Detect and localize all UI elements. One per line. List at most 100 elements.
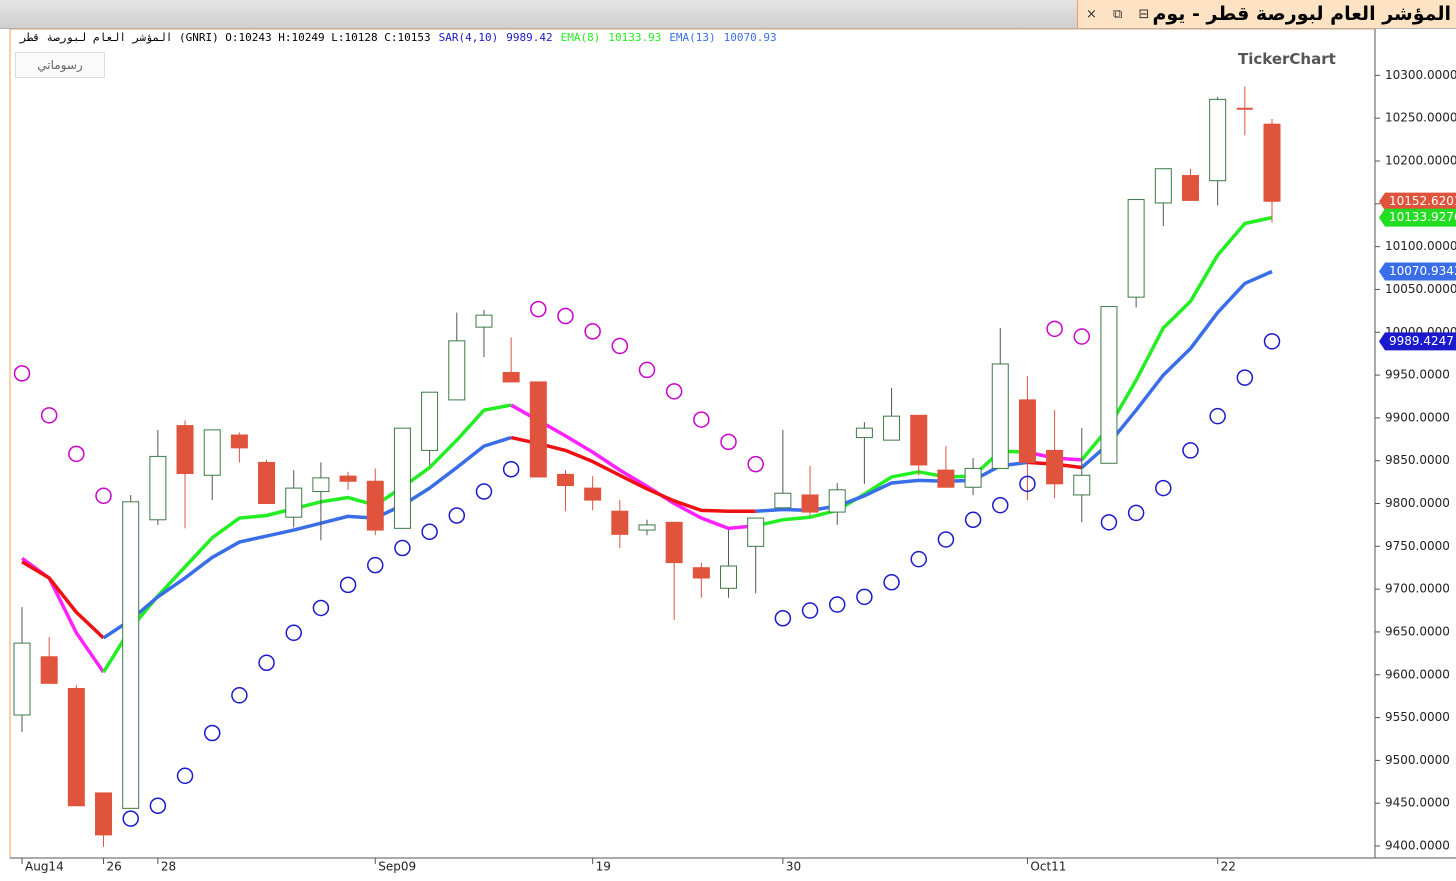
indicator-line	[755, 449, 1028, 528]
candle-body	[95, 792, 113, 836]
candle-body	[1127, 199, 1145, 298]
candle-body	[176, 425, 194, 475]
sar-dot	[937, 531, 955, 548]
indicator-line	[755, 460, 1028, 513]
candle-body	[448, 340, 466, 401]
sar-dot	[176, 767, 194, 785]
candle-body	[149, 455, 167, 521]
last-value-label: 10133.9276	[1389, 210, 1456, 224]
x-tick-label: 22	[1221, 860, 1236, 874]
sar-dot	[964, 511, 982, 529]
last-value-tag	[1379, 262, 1456, 281]
candle-body	[910, 414, 928, 466]
candle-body	[611, 510, 629, 535]
sar-dot	[774, 609, 792, 627]
candle-body	[1154, 168, 1172, 204]
candle-body	[720, 565, 738, 589]
sar-dot	[693, 411, 710, 428]
indicator-line	[21, 560, 105, 640]
last-value-tag	[1379, 192, 1456, 211]
x-tick-label: 30	[786, 860, 801, 874]
candle-body	[475, 314, 493, 328]
indicator-line	[102, 403, 512, 674]
sar-dot	[992, 496, 1009, 514]
candle-body	[13, 642, 31, 716]
y-tick-label: 9800.0000	[1385, 496, 1450, 510]
chart-tab[interactable]: × ⧉ ⊟ المؤشر العام لبورصة قطر - يوم	[1077, 0, 1456, 28]
candle-body	[828, 489, 846, 513]
y-tick-label: 9900.0000	[1385, 410, 1450, 424]
candle-body	[638, 524, 656, 531]
x-tick-label: 26	[107, 860, 122, 874]
candle-body	[1073, 474, 1091, 496]
last-value-tag	[1379, 332, 1456, 351]
candle-body	[529, 381, 547, 478]
window-icons[interactable]: × ⧉ ⊟	[1086, 6, 1156, 22]
legend-name: EMA(8)	[560, 31, 601, 44]
sar-dot	[1236, 369, 1254, 386]
candle-body	[339, 475, 357, 482]
chart: 9400.0000 9450.0000 9500.0000 9550.0000 9600…	[9, 29, 1456, 874]
legend-name: EMA(13)	[669, 31, 716, 44]
sar-dot	[394, 539, 411, 557]
y-tick-label: 9600.0000	[1385, 667, 1450, 681]
title-bar: × ⧉ ⊟ المؤشر العام لبورصة قطر - يوم	[0, 0, 1456, 29]
sar-dot	[1263, 333, 1281, 350]
legend-value: 10133.93	[608, 31, 662, 44]
x-tick-label: Sep09	[378, 860, 416, 874]
candle-body	[883, 415, 901, 441]
sar-dot	[475, 483, 493, 500]
watermark: TickerChart	[1238, 50, 1336, 68]
sar-dot	[665, 383, 683, 400]
candle-body	[991, 363, 1009, 469]
sar-dot	[13, 365, 31, 382]
sar-dot	[557, 307, 574, 325]
y-tick-label: 9450.0000	[1385, 796, 1450, 810]
indicator-line	[102, 435, 512, 640]
candle-body	[584, 487, 602, 501]
candle-body	[1100, 306, 1118, 464]
drawings-button[interactable]: رسوماتي	[15, 52, 105, 78]
candle-body	[366, 480, 384, 531]
sar-dot	[203, 724, 221, 742]
sar-dot	[339, 576, 357, 594]
sar-dot	[883, 574, 900, 591]
y-tick-label: 9400.0000	[1385, 839, 1450, 853]
sar-dot	[1182, 442, 1199, 459]
candle-body	[556, 473, 574, 487]
sar-dot	[638, 361, 656, 379]
candle-body	[774, 492, 792, 509]
x-tick-label: 28	[161, 860, 176, 874]
sar-dot	[856, 588, 873, 606]
candle-body	[67, 687, 85, 807]
sar-dot	[1209, 407, 1226, 425]
candle-body	[312, 477, 330, 493]
sar-dot	[122, 810, 139, 827]
sar-dot	[530, 300, 547, 318]
sar-dot	[747, 455, 764, 473]
sar-dot	[1073, 328, 1091, 345]
y-tick-label: 9650.0000	[1385, 624, 1450, 638]
candle-body	[421, 391, 439, 451]
candle-body	[285, 487, 303, 518]
symbol-info: المؤشر العام لبورصة قطر (GNRI) O:10243 H…	[20, 31, 431, 44]
candle-body	[1018, 399, 1036, 463]
candle-body	[747, 517, 765, 547]
sar-dot	[611, 337, 629, 355]
sar-dot	[1046, 320, 1063, 338]
candle-body	[1209, 98, 1227, 182]
x-tick-label: Aug14	[25, 860, 64, 874]
candle-body	[502, 372, 520, 383]
info-line: المؤشر العام لبورصة قطر (GNRI) O:10243 H…	[20, 31, 785, 44]
legend-value: 9989.42	[506, 31, 553, 44]
tab-title: المؤشر العام لبورصة قطر - يوم	[1152, 3, 1451, 25]
candle-body	[1263, 123, 1281, 202]
sar-dot	[312, 599, 330, 617]
sar-dot	[828, 596, 846, 613]
candle-body	[230, 434, 248, 449]
candle-body	[801, 494, 819, 513]
legend-name: SAR(4,10)	[438, 31, 499, 44]
y-tick-label: 10300.0000	[1385, 68, 1456, 82]
candle-body	[203, 429, 221, 476]
